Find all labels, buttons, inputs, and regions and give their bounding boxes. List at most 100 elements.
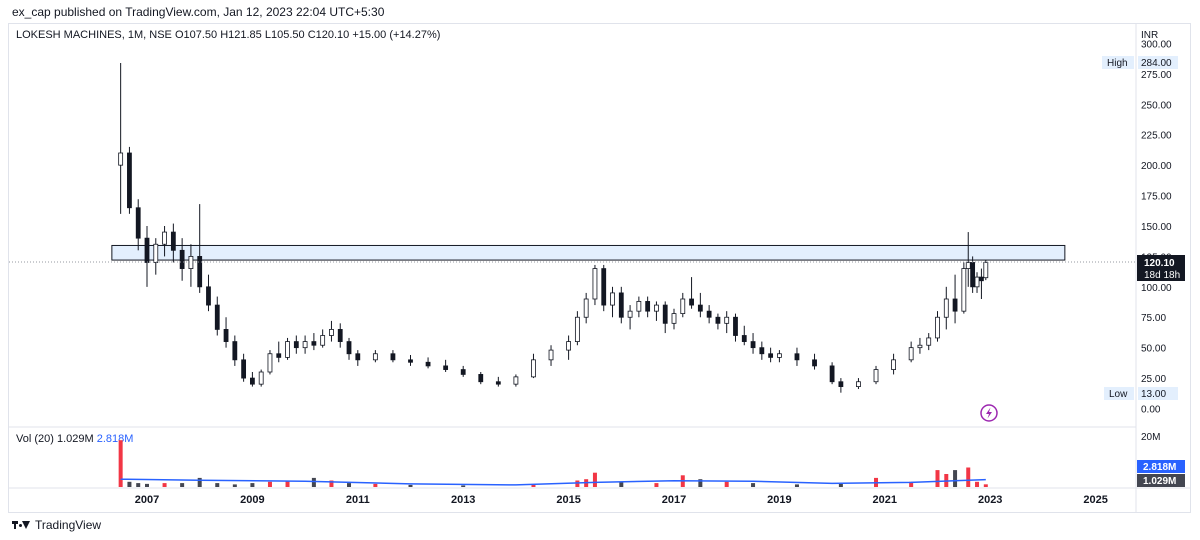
candle: [741, 325, 747, 346]
candle: [355, 350, 361, 366]
candle: [961, 262, 967, 314]
symbol-legend: LOKESH MACHINES, 1M, NSE O107.50 H121.85…: [16, 29, 440, 41]
time-tick-label: 2025: [1083, 494, 1107, 506]
candle: [891, 353, 896, 375]
candle: [794, 347, 800, 366]
volume-bar: [136, 483, 141, 487]
candle: [856, 378, 861, 390]
change-value: +15.00 (+14.27%): [352, 29, 441, 41]
volume-bar: [118, 440, 123, 487]
candle: [873, 365, 879, 385]
footer-brand-text: TradingView: [35, 518, 102, 532]
candle: [724, 311, 730, 334]
candle: [293, 335, 299, 354]
price-tick-label: 200.00: [1141, 161, 1172, 172]
candle: [829, 362, 835, 385]
volume-bar: [909, 481, 914, 487]
volume-bar: [966, 467, 971, 487]
volume-bar: [197, 477, 202, 487]
candle: [214, 296, 220, 336]
last-price-badge: 120.10: [1144, 258, 1175, 269]
volume-bar: [232, 484, 237, 487]
high-badge-label-bg: [1102, 56, 1134, 69]
candle: [750, 333, 756, 354]
volume-axis-top: 20M: [1141, 432, 1160, 443]
volume-bar: [215, 483, 220, 487]
time-tick-label: 2007: [135, 494, 159, 506]
volume-bar: [267, 481, 272, 487]
candle: [241, 353, 247, 382]
volume-bar: [145, 483, 149, 487]
footer-brand[interactable]: TradingView: [12, 518, 101, 532]
candle: [838, 378, 844, 393]
candle: [983, 260, 989, 281]
price-tick-label: 175.00: [1141, 192, 1172, 203]
candle: [548, 345, 554, 366]
high-badge-bg: [1138, 56, 1178, 69]
candle: [917, 337, 923, 354]
candle: [759, 341, 765, 360]
volume-bar: [285, 480, 290, 487]
lightning-icon[interactable]: [980, 404, 998, 422]
symbol-name[interactable]: LOKESH MACHINES, 1M, NSE: [16, 29, 172, 41]
close-value: C120.10: [307, 29, 350, 41]
candle: [390, 350, 396, 363]
candle: [162, 225, 167, 257]
volume-bar: [794, 484, 799, 487]
candle: [908, 341, 914, 363]
volume-bar: [724, 481, 729, 487]
time-tick-label: 2013: [451, 494, 475, 506]
time-tick-label: 2015: [556, 494, 580, 506]
volume-bar: [983, 484, 988, 487]
candle: [689, 277, 694, 309]
low-badge-value: 13.00: [1141, 389, 1166, 400]
volume-bar: [311, 477, 316, 487]
volume-bar: [592, 472, 597, 487]
volume-bar: [953, 470, 958, 487]
volume-bar: [347, 483, 352, 487]
candle: [425, 357, 431, 369]
volume-bar: [975, 481, 980, 487]
high-badge-value: 284.00: [1141, 58, 1172, 69]
price-tick-label: 150.00: [1141, 222, 1172, 233]
candle: [320, 329, 326, 348]
volume-badge-bg: [1137, 474, 1185, 487]
candle: [135, 199, 141, 251]
currency-label: INR: [1141, 30, 1158, 41]
candle: [232, 335, 238, 366]
candle: [153, 238, 159, 275]
price-tick-label: 250.00: [1141, 100, 1172, 111]
volume-ma-badge-bg: [1137, 460, 1185, 473]
candle: [926, 333, 932, 351]
candle: [952, 274, 958, 324]
volume-bar: [531, 484, 536, 487]
price-tick-label: 50.00: [1141, 344, 1166, 355]
candle: [680, 292, 686, 318]
candle: [645, 296, 651, 318]
chart-frame: [8, 23, 1191, 513]
candle: [346, 337, 352, 360]
candle: [329, 320, 334, 342]
time-tick-label: 2017: [662, 494, 686, 506]
candle: [654, 301, 659, 321]
price-tick-label: 100.00: [1141, 283, 1172, 294]
candle: [531, 353, 536, 379]
candle: [979, 268, 984, 299]
candle: [697, 292, 703, 318]
candle: [601, 264, 607, 312]
volume-bar: [180, 483, 185, 487]
low-badge-label-bg: [1104, 387, 1134, 400]
candle: [974, 272, 980, 293]
volume-legend-label[interactable]: Vol (20): [16, 433, 54, 445]
volume-bar: [408, 484, 413, 487]
candle: [610, 286, 615, 318]
resistance-zone[interactable]: [111, 244, 1066, 261]
volume-ma-badge: 2.818M: [1143, 462, 1176, 473]
low-badge-label: Low: [1109, 389, 1128, 400]
price-tick-label: 25.00: [1141, 374, 1166, 385]
candle: [935, 311, 940, 342]
candle: [285, 337, 290, 360]
candle: [943, 286, 949, 330]
candle: [671, 308, 677, 330]
